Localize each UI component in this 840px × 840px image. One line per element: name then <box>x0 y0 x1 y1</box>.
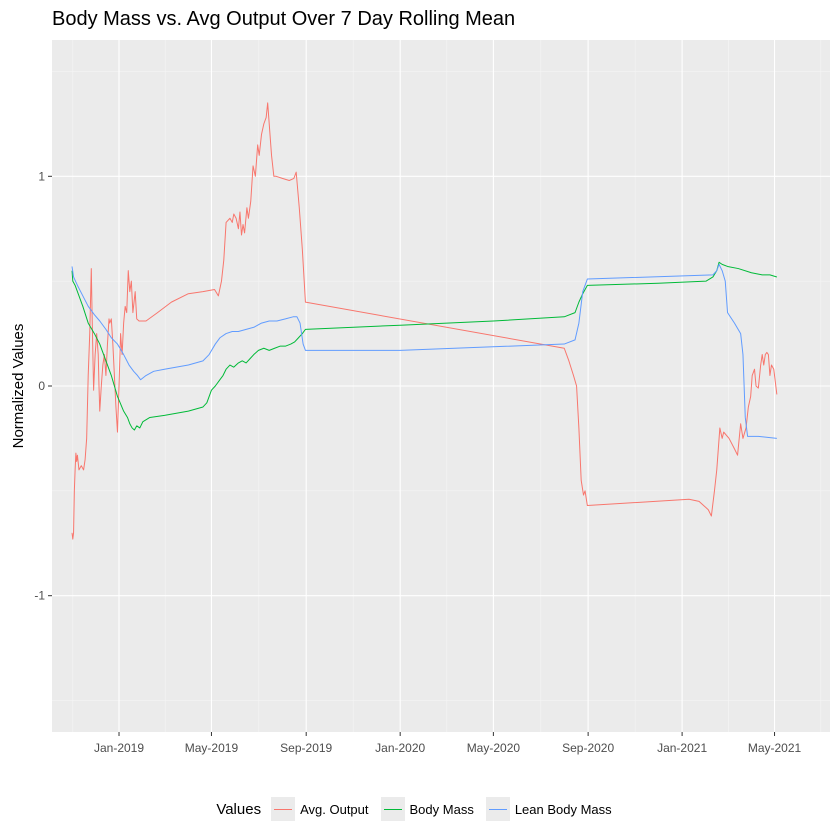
legend-items: Avg. Output Body Mass Lean Body Mass <box>271 797 624 821</box>
x-tick-label: May-2021 <box>748 741 802 755</box>
y-axis-title: Normalized Values <box>10 324 27 449</box>
x-tick-label: Jan-2021 <box>657 741 707 755</box>
x-tick-label: Jan-2020 <box>375 741 425 755</box>
legend-item: Avg. Output <box>271 797 369 821</box>
y-tick-label: 1 <box>38 169 45 183</box>
legend-key <box>380 797 405 821</box>
series-line-body-mass <box>71 261 777 431</box>
legend-title: Values <box>216 800 262 818</box>
legend-key <box>271 797 296 821</box>
legend-key-line <box>488 808 507 810</box>
y-tick-label: -1 <box>34 589 45 603</box>
chart-title: Body Mass vs. Avg Output Over 7 Day Roll… <box>52 8 516 30</box>
legend-key-line <box>383 808 402 810</box>
x-tick-label: Jan-2019 <box>94 741 144 755</box>
x-tick-label: May-2019 <box>185 741 239 755</box>
series-line-lean-body-mass <box>71 263 777 439</box>
x-tick-label: Sep-2020 <box>562 741 614 755</box>
legend-item: Body Mass <box>380 797 474 821</box>
legend: Values Avg. Output Body Mass Lean Body Mas… <box>0 796 840 822</box>
x-tick-label: May-2020 <box>467 741 521 755</box>
y-tick-label: 0 <box>38 379 45 393</box>
series-layer <box>71 102 778 540</box>
y-tick-labels: 1 0 -1 <box>34 169 45 602</box>
legend-label: Lean Body Mass <box>514 801 612 817</box>
legend-key <box>485 797 510 821</box>
series-line-avg-output <box>71 102 778 540</box>
x-tick-label: Sep-2019 <box>280 741 332 755</box>
legend-key-line <box>274 808 293 810</box>
x-tick-labels: Jan-2019 May-2019 Sep-2019 Jan-2020 May-2020… <box>94 741 802 755</box>
legend-label: Body Mass <box>409 801 474 817</box>
axis-ticks <box>48 175 776 736</box>
legend-item: Lean Body Mass <box>485 797 612 821</box>
legend-label: Avg. Output <box>300 801 369 817</box>
